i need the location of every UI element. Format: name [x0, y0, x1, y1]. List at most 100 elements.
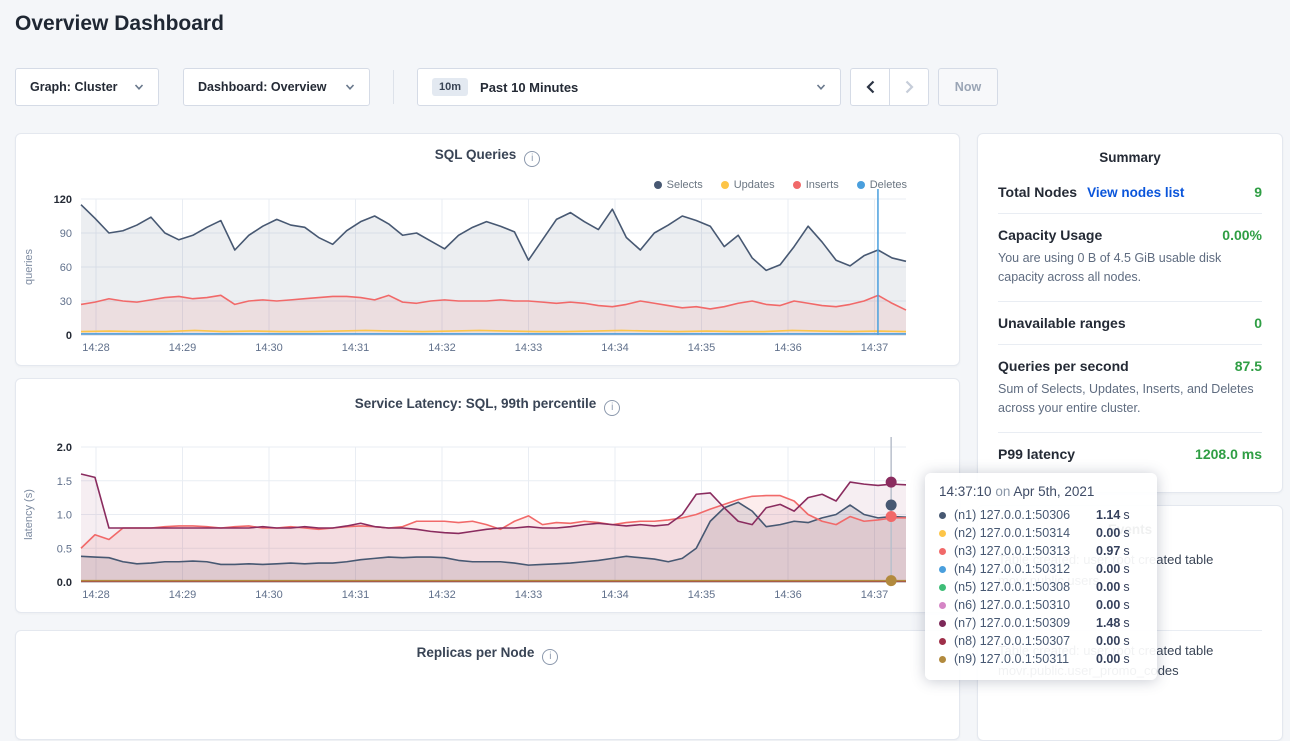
summary-value: 9 — [1254, 184, 1262, 200]
tooltip-node-value: 0.00 — [1096, 580, 1120, 594]
series-color-dot — [939, 566, 946, 573]
chevron-down-icon — [134, 82, 144, 92]
svg-text:0: 0 — [66, 330, 72, 342]
summary-label: Queries per second — [998, 358, 1129, 374]
svg-text:14:31: 14:31 — [342, 589, 370, 601]
tooltip-node-value: 0.00 — [1096, 634, 1120, 648]
series-color-dot — [939, 602, 946, 609]
tooltip-row: (n6) 127.0.0.1:503100.00s — [939, 596, 1143, 614]
summary-value: 87.5 — [1235, 358, 1262, 374]
tooltip-node-label: (n2) 127.0.0.1:50314 — [954, 526, 1096, 540]
toolbar: Graph: Cluster Dashboard: Overview 10m P… — [0, 68, 1290, 106]
chart-hover-tooltip: 14:37:10 on Apr 5th, 2021 (n1) 127.0.0.1… — [925, 473, 1157, 680]
svg-text:queries: queries — [23, 248, 35, 285]
series-color-dot — [939, 638, 946, 645]
page-title: Overview Dashboard — [15, 12, 224, 36]
graph-dropdown[interactable]: Graph: Cluster — [15, 68, 159, 106]
tooltip-node-label: (n6) 127.0.0.1:50310 — [954, 598, 1096, 612]
time-range-badge: 10m — [432, 78, 468, 96]
tooltip-node-unit: s — [1123, 562, 1129, 576]
service-latency-chart-card: Service Latency: SQL, 99th percentilei 0… — [15, 378, 960, 613]
now-button[interactable]: Now — [938, 68, 998, 106]
svg-text:14:35: 14:35 — [688, 589, 716, 601]
time-range-dropdown[interactable]: 10m Past 10 Minutes — [417, 68, 841, 106]
chevron-right-icon — [904, 80, 915, 94]
time-next-button[interactable] — [889, 68, 929, 106]
svg-text:2.0: 2.0 — [57, 442, 72, 454]
tooltip-row: (n4) 127.0.0.1:503120.00s — [939, 560, 1143, 578]
tooltip-node-label: (n3) 127.0.0.1:50313 — [954, 544, 1096, 558]
tooltip-node-label: (n9) 127.0.0.1:50311 — [954, 652, 1096, 666]
service-latency-chart[interactable]: 0.00.51.01.52.014:2814:2914:3014:3114:32… — [16, 379, 961, 614]
tooltip-node-unit: s — [1123, 652, 1129, 666]
summary-label: Capacity Usage — [998, 227, 1102, 243]
sql-queries-chart[interactable]: 030609012014:2814:2914:3014:3114:3214:33… — [16, 134, 961, 367]
svg-text:14:32: 14:32 — [428, 589, 456, 601]
series-color-dot — [939, 530, 946, 537]
svg-text:14:32: 14:32 — [428, 342, 456, 354]
sql-queries-chart-card: SQL Queriesi SelectsUpdatesInsertsDelete… — [15, 133, 960, 366]
svg-text:14:31: 14:31 — [342, 342, 370, 354]
tooltip-timestamp: 14:37:10 on Apr 5th, 2021 — [939, 484, 1143, 499]
svg-text:14:36: 14:36 — [774, 342, 802, 354]
time-nav-group — [850, 68, 929, 106]
tooltip-row: (n3) 127.0.0.1:503130.97s — [939, 542, 1143, 560]
summary-label: P99 latency — [998, 446, 1075, 462]
series-color-dot — [939, 512, 946, 519]
svg-text:14:29: 14:29 — [169, 342, 197, 354]
tooltip-node-unit: s — [1123, 544, 1129, 558]
tooltip-node-value: 0.00 — [1096, 652, 1120, 666]
summary-description: Sum of Selects, Updates, Inserts, and De… — [998, 380, 1262, 419]
svg-text:90: 90 — [60, 228, 72, 240]
dashboard-dropdown[interactable]: Dashboard: Overview — [183, 68, 370, 106]
tooltip-node-unit: s — [1123, 616, 1129, 630]
tooltip-row: (n9) 127.0.0.1:503110.00s — [939, 650, 1143, 668]
time-prev-button[interactable] — [850, 68, 890, 106]
info-icon[interactable]: i — [542, 649, 558, 665]
series-color-dot — [939, 620, 946, 627]
tooltip-node-value: 0.97 — [1096, 544, 1120, 558]
tooltip-row: (n5) 127.0.0.1:503080.00s — [939, 578, 1143, 596]
tooltip-node-label: (n8) 127.0.0.1:50307 — [954, 634, 1096, 648]
tooltip-rows: (n1) 127.0.0.1:503061.14s(n2) 127.0.0.1:… — [939, 506, 1143, 668]
view-nodes-list-link[interactable]: View nodes list — [1087, 185, 1184, 200]
time-range-label: Past 10 Minutes — [480, 80, 578, 95]
svg-text:14:29: 14:29 — [169, 589, 197, 601]
dashboard-dropdown-label: Dashboard: Overview — [198, 80, 327, 94]
chart-title: Replicas per Node — [417, 645, 535, 660]
svg-text:latency (s): latency (s) — [23, 489, 35, 540]
svg-text:14:30: 14:30 — [255, 342, 283, 354]
chevron-down-icon — [816, 82, 826, 92]
chevron-left-icon — [865, 80, 876, 94]
svg-text:14:36: 14:36 — [774, 589, 802, 601]
tooltip-node-label: (n5) 127.0.0.1:50308 — [954, 580, 1096, 594]
tooltip-row: (n7) 127.0.0.1:503091.48s — [939, 614, 1143, 632]
tooltip-node-value: 1.14 — [1096, 508, 1120, 522]
series-color-dot — [939, 548, 946, 555]
tooltip-row: (n2) 127.0.0.1:503140.00s — [939, 524, 1143, 542]
summary-panel: Summary Total Nodes View nodes list 9 Ca… — [977, 133, 1283, 493]
tooltip-node-unit: s — [1123, 580, 1129, 594]
tooltip-row: (n1) 127.0.0.1:503061.14s — [939, 506, 1143, 524]
summary-row-p99-latency: P99 latency 1208.0 ms — [998, 433, 1262, 475]
tooltip-node-unit: s — [1123, 634, 1129, 648]
tooltip-node-unit: s — [1123, 508, 1129, 522]
tooltip-node-value: 0.00 — [1096, 598, 1120, 612]
svg-text:1.5: 1.5 — [57, 476, 72, 488]
toolbar-divider — [393, 70, 394, 104]
tooltip-node-unit: s — [1123, 526, 1129, 540]
summary-title: Summary — [978, 134, 1282, 165]
series-color-dot — [939, 584, 946, 591]
summary-value: 1208.0 ms — [1195, 446, 1262, 462]
graph-dropdown-label: Graph: Cluster — [30, 80, 118, 94]
summary-label: Unavailable ranges — [998, 315, 1126, 331]
tooltip-node-value: 0.00 — [1096, 526, 1120, 540]
summary-value: 0.00% — [1222, 227, 1262, 243]
replicas-per-node-chart-card: Replicas per Node i — [15, 630, 960, 740]
svg-text:14:35: 14:35 — [688, 342, 716, 354]
svg-text:14:33: 14:33 — [515, 589, 543, 601]
tooltip-node-label: (n7) 127.0.0.1:50309 — [954, 616, 1096, 630]
svg-text:14:37: 14:37 — [861, 589, 889, 601]
summary-row-queries-per-second: Queries per second 87.5 Sum of Selects, … — [998, 345, 1262, 433]
svg-text:14:34: 14:34 — [601, 589, 629, 601]
